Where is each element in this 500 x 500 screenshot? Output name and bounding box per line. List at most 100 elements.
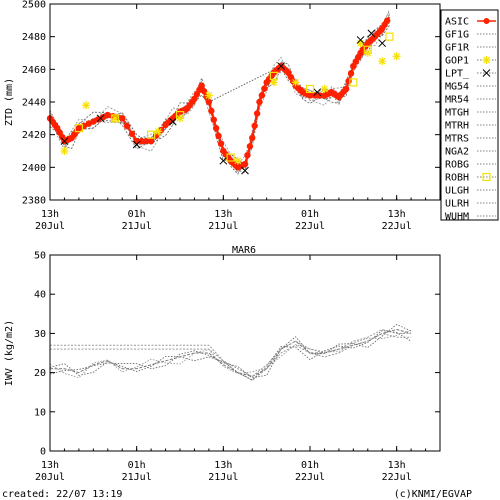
asic-point [104,111,111,119]
gop1-point [233,156,242,165]
iwv-gray-curves [49,323,412,381]
ztd-ytick-label: 2400 [22,163,46,174]
legend-label: MTGH [445,108,469,119]
asic-point [143,138,150,145]
gop1-point [356,39,365,48]
iwv-xtick-date: 20Jul [35,472,65,483]
iwv-xtick-label: 13h [388,460,406,471]
legend-label: ROBH [445,173,469,184]
robh-point [363,45,372,54]
asic-point [128,130,136,138]
credit-text: (c)KNMI/EGVAP [394,489,472,500]
iwv-series [50,332,412,381]
asic-point [90,118,97,125]
iwv-xtick-date: 22Jul [382,472,412,483]
asic-point [251,122,258,129]
legend-label: MTRH [445,121,469,132]
legend-label: ULRH [445,199,469,210]
robh-point [269,71,278,80]
iwv-ytick-label: 40 [34,290,46,301]
ztd-gap-line [208,65,282,103]
robh-point [147,130,156,139]
iwv-axis-ticks: 0102030405013h20Jul01h21Jul13h21Jul01h22… [34,251,441,483]
ztd-xtick-label: 13h [41,209,59,220]
asic-point [119,115,126,122]
iwv-chart-title: MAR6 [232,245,256,256]
legend-marker [482,172,491,182]
asic-point [253,110,261,117]
gop1-point [82,101,91,110]
iwv-gray-series [49,330,412,379]
iwv-xtick-label: 01h [128,460,146,471]
iwv-gray-series [49,323,412,379]
gop1-point [60,147,69,155]
ztd-ytick-label: 2500 [22,0,46,11]
lpt-point [356,36,365,44]
asic-point [212,124,220,132]
asic-point [205,98,213,106]
asic-point [215,132,222,140]
robh-point [74,124,83,133]
gop1-point [204,91,213,100]
gop1-point [111,114,119,123]
iwv-xtick-label: 13h [214,460,232,471]
asic-point [342,85,350,93]
iwv-xtick-date: 22Jul [295,472,325,483]
ztd-ytick-label: 2460 [22,65,46,76]
asic-point [75,124,83,132]
asic-point [246,143,254,150]
iwv-plot-frame [49,254,441,452]
asic-point [244,151,251,159]
asic-point [258,92,266,99]
ztd-ytick-label: 2480 [22,32,46,43]
ztd-xtick-date: 22Jul [382,221,412,232]
iwv-ytick-label: 50 [34,251,46,262]
asic-point [383,17,391,24]
legend-label: ROBG [445,160,469,171]
asic-point [217,140,225,147]
ztd-chart: 238024002420244024602480250013h20Jul01h2… [4,0,499,232]
ztd-ytick-label: 2380 [22,196,46,207]
ztd-series-marks [46,16,401,175]
lpt-point [313,88,322,97]
lpt-point [219,156,228,165]
ztd-gray-curves [49,9,390,175]
robh-point [305,84,315,94]
legend-label: ASIC [445,17,469,28]
gop1-point [378,57,387,66]
asic-point [198,82,205,89]
ztd-legend: ASIC GF1G GF1R GOP1 LPT_ MG54 MR54 MTGH MTRH MTRS… [440,9,499,223]
legend-marker [482,56,491,64]
created-timestamp: created: 22/07 13:19 [2,489,122,500]
ztd-xtick-label: 01h [128,209,146,220]
ztd-xtick-label: 13h [214,209,232,220]
iwv-series [50,328,412,378]
iwv-chart: MAR6 0102030405013h20Jul01h21Jul13h21Jul… [4,245,441,483]
legend-label: GF1G [445,30,469,41]
robh-point [385,32,394,41]
iwv-ytick-label: 10 [34,407,46,418]
legend-label: NGA2 [445,147,469,158]
asic-point [261,85,268,92]
lpt-point [60,137,69,146]
ztd-xtick-label: 01h [301,209,319,220]
asic-point [347,70,355,77]
lpt-point [378,39,387,48]
legend-label: WUHM [445,212,469,223]
asic-point [138,138,145,145]
ztd-ytick-label: 2440 [22,98,46,109]
asic-point [147,138,155,145]
robh-point [349,78,358,87]
ztd-axis-ticks: 238024002420244024602480250013h20Jul01h2… [22,0,441,232]
asic-point [256,98,263,106]
iwv-gray-series [49,330,412,381]
legend-marker [482,69,491,77]
legend-label: GOP1 [445,56,469,67]
gop1-point [291,78,300,87]
asic-point [210,116,217,123]
lpt-point [277,62,285,70]
iwv-ytick-label: 30 [34,329,46,340]
lpt-point [241,166,249,175]
legend-box [440,9,499,221]
